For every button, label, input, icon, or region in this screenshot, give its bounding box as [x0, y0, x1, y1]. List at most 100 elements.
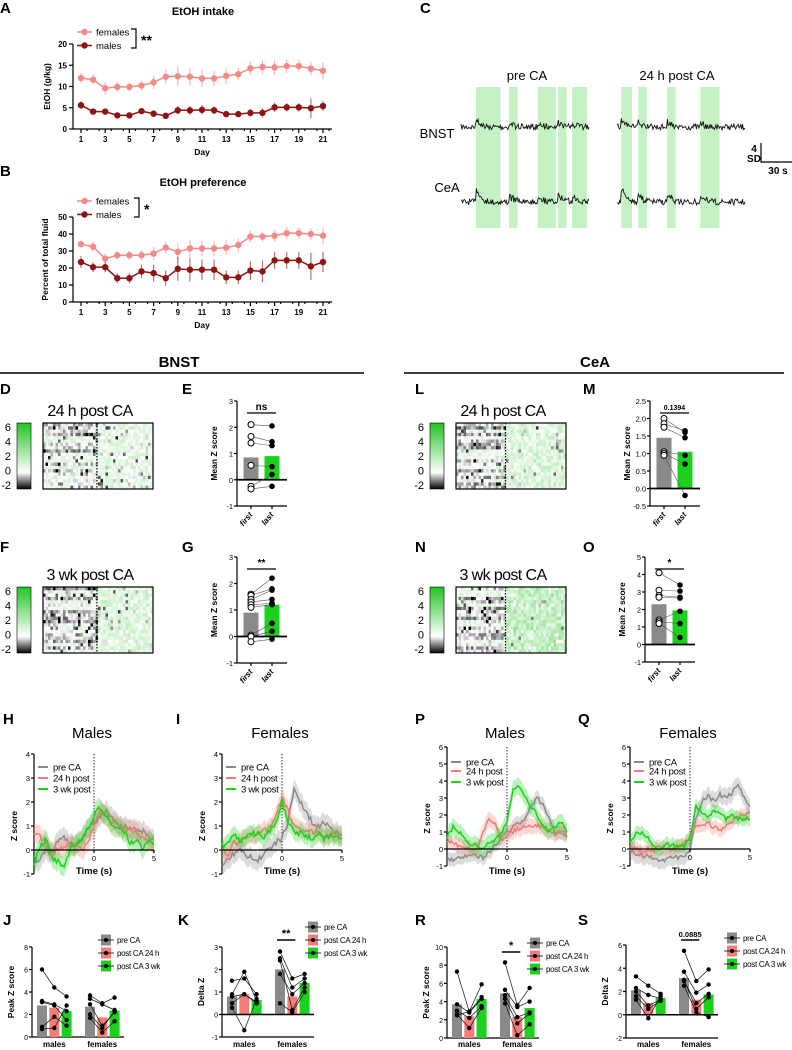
- x-tick-label: last: [673, 510, 689, 527]
- heatmap-cell: [471, 426, 474, 430]
- heatmap-cell: [50, 462, 54, 467]
- heatmap-cell: [488, 636, 492, 641]
- data-point: [247, 65, 254, 72]
- heatmap-cell: [458, 429, 462, 434]
- heatmap-cell: [498, 426, 502, 430]
- heatmap-cell: [546, 620, 549, 624]
- heatmap-cell: [476, 472, 479, 477]
- heatmap-cell: [556, 649, 559, 654]
- heatmap-cell: [98, 446, 101, 450]
- heatmap-cell: [143, 472, 146, 477]
- heatmap-cell: [138, 436, 141, 440]
- chart-title: EtOH preference: [160, 177, 247, 189]
- heatmap-cell: [103, 603, 106, 608]
- heatmap-cell: [561, 623, 564, 627]
- mean-trace: [33, 805, 155, 869]
- heatmap-cell: [123, 639, 126, 644]
- heatmap-cell: [103, 629, 106, 634]
- heatmap-cell: [468, 596, 472, 601]
- heatmap-cell: [55, 603, 59, 608]
- heatmap-cell: [60, 459, 64, 463]
- heatmap-cell: [506, 590, 509, 594]
- heatmap-cell: [556, 629, 559, 634]
- heatmap-cell: [145, 587, 149, 591]
- heatmap-cell: [518, 593, 522, 598]
- heatmap-cell: [110, 606, 114, 611]
- heatmap-cell: [468, 639, 472, 644]
- heatmap-cell: [88, 629, 91, 634]
- heatmap-cell: [103, 613, 106, 617]
- heatmap-cell: [461, 446, 464, 450]
- heatmap-cell: [476, 596, 479, 601]
- heatmap-cell: [48, 610, 51, 614]
- heatmap-cell: [501, 423, 504, 427]
- heatmap-cell: [488, 475, 492, 480]
- heatmap-cell: [48, 432, 51, 437]
- heatmap-cell: [481, 472, 484, 477]
- heatmap-cell: [526, 623, 529, 627]
- heatmap-cell: [135, 442, 139, 447]
- heatmap-cell: [488, 452, 492, 457]
- heatmap-cell: [548, 633, 552, 637]
- y-axis-label: EtOH (g/kg): [42, 63, 52, 110]
- heatmap-cell: [53, 446, 56, 450]
- heatmap-cell: [523, 459, 527, 463]
- heatmap-cell: [538, 423, 542, 427]
- heatmap-cell: [90, 603, 94, 608]
- legend-marker: [533, 941, 537, 945]
- colorbar: [429, 422, 445, 490]
- heatmap-cell: [458, 636, 462, 641]
- heatmap-cell: [481, 439, 484, 444]
- heatmap-cell: [58, 452, 61, 457]
- y-tick-label: 3: [26, 774, 30, 783]
- heatmap-cell: [466, 423, 469, 427]
- heatmap-cell: [528, 472, 532, 477]
- heatmap-cell: [501, 465, 504, 470]
- heatmap-cell: [548, 452, 552, 457]
- colorbar-tick-label: 6: [418, 586, 424, 598]
- heatmap-cell: [143, 436, 146, 440]
- heatmap-cell: [556, 423, 559, 427]
- heatmap-cell: [75, 432, 79, 437]
- heatmap-cell: [73, 475, 76, 480]
- heatmap-cell: [546, 636, 549, 641]
- heatmap-cell: [105, 479, 109, 483]
- heatmap-cell: [563, 600, 567, 604]
- heatmap-cell: [481, 426, 484, 430]
- data-point: [515, 1033, 520, 1038]
- legend-label: post CA 3 wk: [117, 962, 161, 971]
- legend-label: 24 h post: [466, 767, 503, 778]
- data-point: [77, 241, 85, 248]
- heatmap-cell: [511, 429, 514, 434]
- heatmap-cell: [458, 465, 462, 470]
- heatmap-cell: [75, 616, 79, 621]
- data-point: [102, 108, 109, 115]
- heatmap-cell: [491, 426, 494, 430]
- heatmap-cell: [115, 423, 119, 427]
- heatmap-cell: [498, 620, 502, 624]
- data-point: [242, 969, 247, 974]
- heatmap-cell: [110, 616, 114, 621]
- heatmap-cell: [496, 600, 499, 604]
- y-tick-label: 0: [439, 1036, 443, 1043]
- heatmap-cell: [135, 485, 139, 490]
- heatmap-cell: [50, 469, 54, 473]
- heatmap-cell: [50, 429, 54, 434]
- heatmap-cell: [463, 633, 467, 637]
- heatmap-cell: [68, 446, 71, 450]
- colorbar: [429, 586, 445, 654]
- heatmap-cell: [548, 423, 552, 427]
- heatmap-cell: [75, 479, 79, 483]
- heatmap-cell: [543, 426, 547, 430]
- heatmap-cell: [50, 446, 54, 450]
- heatmap-cell: [140, 485, 144, 490]
- heatmap-cell: [486, 620, 489, 624]
- heatmap-cell: [135, 606, 139, 611]
- heatmap-cell: [558, 620, 562, 624]
- heatmap-title: 24 h post CA: [47, 403, 133, 420]
- heatmap-cell: [463, 590, 467, 594]
- heatmap-cell: [120, 436, 124, 440]
- pair-line: [658, 595, 681, 598]
- heatmap-cell: [143, 606, 146, 611]
- heatmap-cell: [488, 649, 492, 654]
